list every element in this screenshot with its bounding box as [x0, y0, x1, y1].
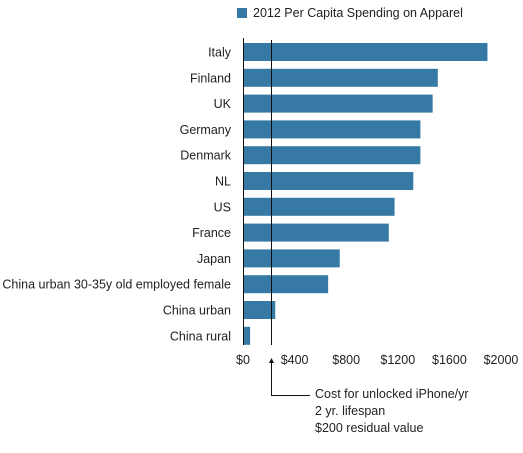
- bar-10: [243, 301, 276, 319]
- x-tick-label-1: $400: [281, 353, 309, 367]
- category-label-0: Italy: [208, 46, 232, 60]
- bar-9: [243, 275, 329, 294]
- bar-6: [243, 197, 395, 216]
- annotation-line-2: 2 yr. lifespan: [315, 404, 386, 418]
- category-label-6: US: [214, 200, 231, 214]
- bar-3: [243, 120, 421, 139]
- category-labels: Italy Finland UK Germany Denmark NL US France Ja…: [2, 46, 231, 344]
- bar-2: [243, 94, 433, 113]
- category-label-3: Germany: [180, 123, 232, 137]
- bar-11: [243, 326, 251, 345]
- annotation-line-1: Cost for unlocked iPhone/yr: [315, 387, 469, 401]
- bar-1: [243, 68, 438, 87]
- bar-4: [243, 146, 421, 165]
- reference-line: [269, 40, 310, 396]
- x-tick-label-0: $0: [236, 353, 250, 367]
- reference-annotation: Cost for unlocked iPhone/yr 2 yr. lifesp…: [315, 386, 469, 437]
- bar-0: [243, 43, 488, 61]
- bar-7: [243, 223, 389, 242]
- legend-label: 2012 Per Capita Spending on Apparel: [253, 6, 463, 20]
- category-label-10: China urban: [163, 304, 231, 318]
- category-label-8: Japan: [197, 252, 231, 266]
- chart-legend: 2012 Per Capita Spending on Apparel: [237, 5, 463, 21]
- category-label-1: Finland: [190, 71, 231, 85]
- reference-arrow: [269, 358, 274, 363]
- x-axis-ticks: $0 $400 $800 $1200 $1600 $2000: [236, 353, 518, 367]
- category-label-7: France: [192, 226, 231, 240]
- category-label-11: China rural: [170, 329, 231, 343]
- category-label-4: Denmark: [180, 149, 231, 163]
- category-label-9: China urban 30-35y old employed female: [2, 278, 231, 292]
- x-tick-label-4: $1600: [432, 353, 467, 367]
- category-label-2: UK: [214, 97, 232, 111]
- bar-8: [243, 249, 340, 268]
- x-tick-label-3: $1200: [380, 353, 415, 367]
- x-tick-label-5: $2000: [484, 353, 519, 367]
- legend-swatch: [237, 8, 247, 18]
- bar-5: [243, 172, 414, 190]
- x-tick-label-2: $800: [332, 353, 360, 367]
- bars-group: [243, 43, 488, 345]
- category-label-5: NL: [215, 175, 231, 189]
- annotation-line-3: $200 residual value: [315, 421, 424, 435]
